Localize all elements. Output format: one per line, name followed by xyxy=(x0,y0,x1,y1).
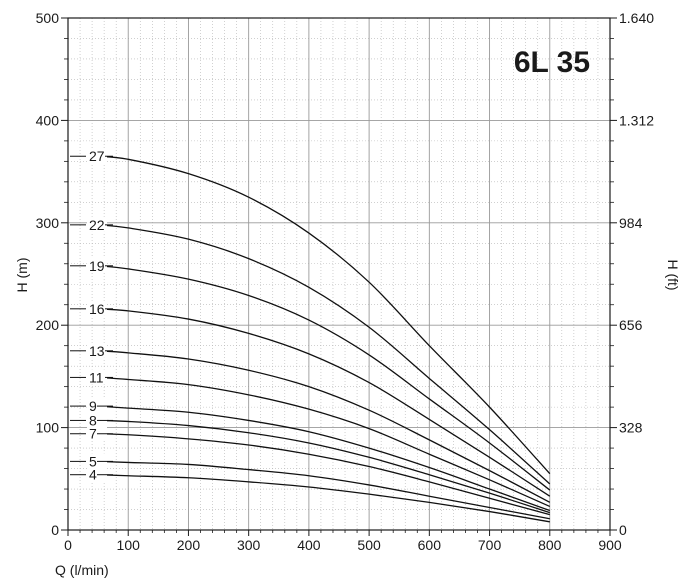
curve-label-bg-19 xyxy=(87,257,107,273)
curve-label-11: 11 xyxy=(89,369,104,385)
y2-tick-label: 328 xyxy=(619,420,643,436)
curve-label-bg-22 xyxy=(87,216,107,232)
chart-title: 6L 35 xyxy=(514,46,590,79)
curve-label-13: 13 xyxy=(89,343,105,359)
curve-label-bg-11 xyxy=(87,369,107,385)
y2-tick-label: 984 xyxy=(619,215,643,231)
x-tick-label: 0 xyxy=(64,537,72,553)
plot-frame xyxy=(67,17,611,531)
curve-label-bg-27 xyxy=(87,148,107,164)
y2-tick-label: 656 xyxy=(619,317,643,333)
y2-tick-label: 0 xyxy=(619,522,627,538)
curve-labels: 27 22 19 16 13 11 987 54 xyxy=(70,148,113,483)
x-tick-label: 300 xyxy=(237,537,261,553)
y-tick-label: 100 xyxy=(36,420,60,436)
y-tick-label: 300 xyxy=(36,215,60,231)
pump-curve-5 xyxy=(98,460,550,520)
curve-label-27: 27 xyxy=(89,148,105,164)
x-tick-label: 100 xyxy=(117,537,141,553)
curve-label-bg-13 xyxy=(87,342,107,358)
curve-label-8: 8 xyxy=(89,412,97,428)
x-axis-title: Q (l/min) xyxy=(55,562,109,578)
y-tick-label: 400 xyxy=(36,112,60,128)
curve-label-9: 9 xyxy=(89,398,97,414)
x-tick-label: 800 xyxy=(538,537,562,553)
pump-curve-22 xyxy=(98,224,551,485)
y-axis-title-right: H (ft) xyxy=(665,259,681,290)
pump-curve-7 xyxy=(98,433,550,516)
pump-curve-19 xyxy=(98,265,551,491)
curve-label-22: 22 xyxy=(89,217,105,233)
curve-label-4: 4 xyxy=(89,467,97,483)
y2-tick-label: 1.640 xyxy=(619,10,654,26)
pump-curve-27 xyxy=(98,155,551,475)
x-tick-label: 500 xyxy=(357,537,381,553)
y-tick-label: 500 xyxy=(36,10,60,26)
pump-curve-4 xyxy=(98,474,550,523)
x-tick-label: 400 xyxy=(297,537,321,553)
curve-label-7: 7 xyxy=(89,426,97,442)
pump-curve-13 xyxy=(98,350,551,503)
curve-label-19: 19 xyxy=(89,258,105,274)
curve-label-5: 5 xyxy=(89,453,97,469)
axes: 0 100 200 300 400 500 600 700 800 900010020030040… xyxy=(36,10,655,553)
pump-curve-11 xyxy=(98,376,551,508)
curve-label-bg-16 xyxy=(87,300,107,316)
x-tick-label: 200 xyxy=(177,537,201,553)
y-tick-label: 0 xyxy=(51,522,59,538)
pump-curve-16 xyxy=(98,308,551,497)
pump-curve-9 xyxy=(98,405,550,512)
x-tick-label: 600 xyxy=(418,537,442,553)
y-tick-label: 200 xyxy=(36,317,60,333)
x-tick-label: 700 xyxy=(478,537,502,553)
x-tick-label: 900 xyxy=(598,537,622,553)
curves xyxy=(98,155,551,523)
curve-label-16: 16 xyxy=(89,301,105,317)
grid xyxy=(67,17,611,531)
y-axis-title-left: H (m) xyxy=(14,258,30,293)
pump-curve-8 xyxy=(98,419,550,514)
y2-tick-label: 1.312 xyxy=(619,112,654,128)
